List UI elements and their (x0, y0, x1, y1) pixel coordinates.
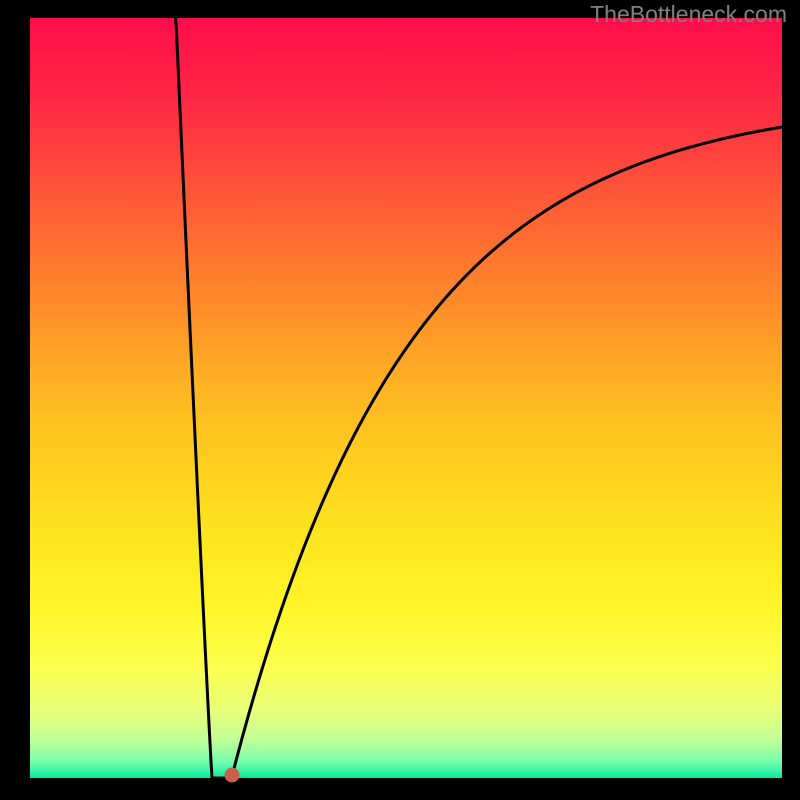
watermark-text: TheBottleneck.com (590, 1, 787, 28)
chart-container: TheBottleneck.com (0, 0, 800, 800)
curve-layer (30, 18, 782, 778)
minimum-marker (224, 767, 239, 782)
bottleneck-curve (175, 18, 782, 778)
